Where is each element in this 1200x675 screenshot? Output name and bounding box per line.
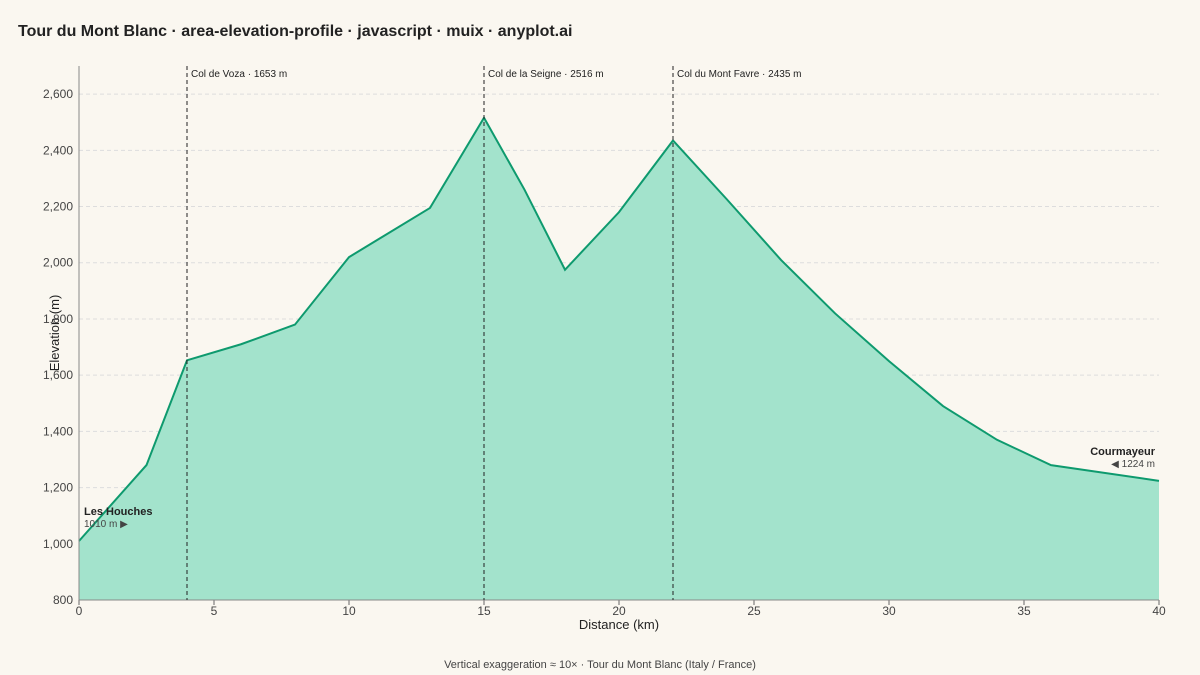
y-tick-label: 2,600 [43,87,73,101]
y-tick-label: 1,200 [43,481,73,495]
annotation-label: Col de Voza · 1653 m [191,69,287,80]
x-tick-label: 30 [882,604,896,618]
x-tick-label: 40 [1152,604,1166,618]
x-tick-label: 5 [211,604,218,618]
y-axis-label: Elevation (m) [47,295,62,372]
x-tick-label: 35 [1017,604,1031,618]
x-tick-label: 10 [342,604,356,618]
start-elevation: 1010 m ▶ [84,519,128,530]
line [78,115,1160,542]
y-tick-label: 800 [53,593,73,607]
annotation-label: Col de la Seigne · 2516 m [488,69,604,80]
end-elevation: ◀ 1224 m [1111,459,1155,470]
area [79,117,1159,600]
x-tick-label: 20 [612,604,626,618]
start-name: Les Houches [84,506,152,518]
y-tick-label: 1,600 [43,368,73,382]
y-tick-label: 2,200 [43,200,73,214]
annotation-label: Col du Mont Favre · 2435 m [677,69,802,80]
end-name: Courmayeur [1090,446,1156,458]
y-tick-label: 2,400 [43,143,73,157]
y-tick-label: 1,400 [43,424,73,438]
x-axis-label: Distance (km) [579,617,659,632]
y-tick-label: 2,000 [43,256,73,270]
chart-title: Tour du Mont Blanc · area-elevation-prof… [18,23,572,40]
x-tick-label: 25 [747,604,761,618]
x-tick-label: 15 [477,604,491,618]
footer: Vertical exaggeration ≈ 10× · Tour du Mo… [444,659,756,671]
x-tick-label: 0 [76,604,83,618]
y-tick-label: 1,800 [43,312,73,326]
y-tick-label: 1,000 [43,537,73,551]
